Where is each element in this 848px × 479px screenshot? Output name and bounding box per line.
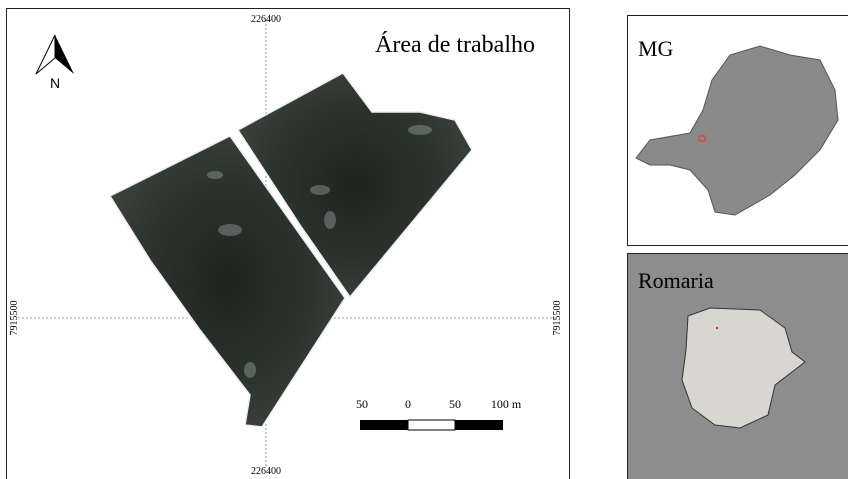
grid-label: 226400 [251,14,281,25]
grid-label: 7915500 [552,301,563,336]
scale-label: 50 [356,397,368,411]
inset-label: Romaria [638,268,714,293]
figure: 226400 226400 7915500 7915500 Área de tr… [0,0,848,479]
scale-bar [360,420,408,430]
map-title: Área de trabalho [375,32,535,58]
north-label: N [50,75,60,91]
scale-bar [408,420,455,430]
scale-label: 0 [405,397,411,411]
grid-label: 7915500 [9,301,20,336]
scale-label: 50 [449,397,461,411]
inset-label: MG [638,36,674,61]
location-marker [716,327,718,329]
scale-label: 100 m [491,397,522,411]
grid-label: 226400 [251,466,281,477]
scale-bar [455,420,503,430]
